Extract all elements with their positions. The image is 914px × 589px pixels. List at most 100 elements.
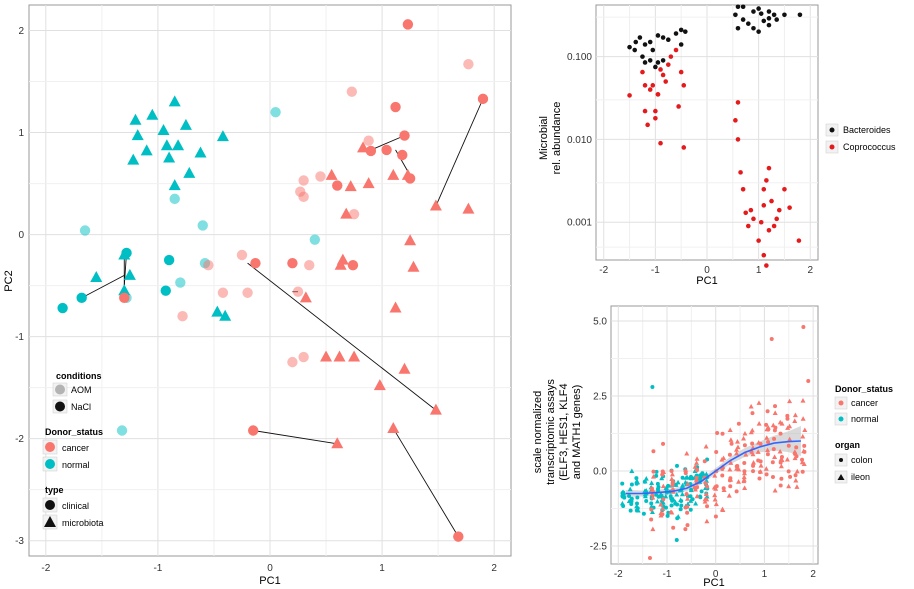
transcriptomic-y-tick: 5.0 — [593, 317, 607, 328]
transcriptomic-x-tick: -1 — [663, 569, 672, 580]
pca-point-clinical — [217, 287, 229, 298]
transcriptomic-point-ileon — [650, 494, 656, 500]
abundance-point-coprococcus — [673, 47, 679, 53]
pca-x-tick: 0 — [267, 563, 273, 574]
transcriptomic-point-colon — [742, 443, 747, 448]
pca-point-clinical — [121, 247, 132, 259]
abundance-point-bacteroides — [653, 64, 658, 70]
transcriptomic-point-outlier — [647, 556, 652, 560]
legend-coprococcus-label: Coprococcus — [843, 142, 896, 152]
transcriptomic-point-colon — [764, 422, 769, 427]
transcriptomic-point-colon — [736, 421, 741, 426]
transcriptomic-point-colon — [663, 505, 668, 510]
transcriptomic-point-colon — [698, 495, 703, 500]
transcriptomic-point-colon — [669, 468, 674, 473]
legend2-donor-title: Donor_status — [835, 384, 893, 394]
transcriptomic-point-colon — [671, 525, 676, 530]
transcriptomic-point-ileon — [793, 477, 799, 483]
transcriptomic-point-colon — [758, 459, 763, 464]
transcriptomic-point-ileon — [741, 477, 747, 482]
abundance-point-coprococcus — [645, 122, 650, 128]
transcriptomic-point-colon — [685, 523, 690, 528]
transcriptomic-point-ileon — [712, 492, 718, 498]
transcriptomic-point-colon — [660, 472, 665, 477]
pca-y-tick: 2 — [18, 26, 24, 37]
legend-donor-title: Donor_status — [45, 427, 103, 437]
abundance-point-bacteroides — [642, 60, 648, 65]
pca-point-clinical — [363, 135, 374, 146]
transcriptomic-point-ileon — [674, 491, 680, 497]
pca-point-microbiota — [123, 268, 136, 280]
abundance-point-coprococcus — [787, 205, 792, 210]
pca-point-clinical — [175, 277, 186, 288]
abundance-point-coprococcus — [681, 83, 687, 88]
pca-tick-labels: -2 -1 0 1 2 -3 -2 -1 0 1 2 — [15, 26, 497, 574]
pca-legend: conditions AOM NaCl Donor_status cancer … — [42, 371, 104, 530]
pca-point-microbiota — [333, 350, 346, 362]
abundance-point-bacteroides — [655, 60, 661, 65]
transcriptomic-point-colon — [685, 510, 690, 515]
abundance-point-coprococcus — [681, 145, 687, 150]
transcriptomic-point-ileon — [703, 443, 709, 449]
pca-point-clinical — [298, 191, 309, 203]
pca-point-clinical — [236, 249, 248, 261]
transcriptomic-point-ileon — [728, 476, 734, 482]
transcriptomic-point-colon — [635, 495, 640, 500]
pca-point-microbiota — [168, 179, 181, 191]
transcriptomic-point-ileon — [704, 518, 710, 524]
legend2-normal-label: normal — [851, 414, 879, 424]
transcriptomic-point-ileon — [772, 410, 778, 415]
pca-point-microbiota — [407, 260, 420, 272]
abundance-point-bacteroides — [665, 37, 671, 43]
abundance-point-coprococcus — [653, 115, 658, 121]
pca-point-clinical — [160, 285, 171, 296]
abundance-point-bacteroides — [655, 33, 661, 38]
legend2-cancer-label: cancer — [851, 398, 878, 408]
transcriptomic-point-ileon — [719, 457, 725, 462]
abundance-point-coprococcus — [776, 207, 782, 213]
transcriptomic-point-ileon — [778, 463, 784, 469]
transcriptomic-point-ileon — [688, 498, 694, 503]
pca-point-microbiota — [157, 124, 170, 136]
transcriptomic-point-ileon — [672, 499, 678, 505]
transcriptomic-point-ileon — [663, 493, 669, 499]
transcriptomic-point-ileon — [794, 484, 800, 489]
transcriptomic-point-ileon — [800, 397, 806, 403]
transcriptomic-point-colon — [772, 436, 777, 441]
transcriptomic-point-ileon — [777, 448, 783, 454]
transcriptomic-point-ileon — [742, 430, 748, 436]
transcriptomic-point-ileon — [800, 416, 806, 421]
transcriptomic-point-colon — [661, 441, 666, 446]
abundance-point-coprococcus — [751, 216, 756, 222]
transcriptomic-point-colon — [720, 431, 725, 436]
abundance-x-axis-title: PC1 — [696, 275, 717, 287]
legend-cancer-key — [45, 442, 55, 452]
abundance-point-coprococcus — [665, 62, 671, 67]
transcriptomic-point-ileon — [619, 500, 625, 506]
transcriptomic-point-ileon — [650, 487, 656, 493]
transcriptomic-point-ileon — [663, 485, 669, 490]
transcriptomic-point-ileon — [694, 456, 700, 461]
legend-clinical-key — [45, 500, 55, 510]
abundance-x-tick: -2 — [599, 265, 608, 276]
transcriptomic-point-ileon — [779, 421, 785, 426]
transcriptomic-point-ileon — [792, 412, 798, 418]
pca-point-microbiota — [90, 270, 103, 282]
transcriptomic-y-axis-title-line1: scale normalized — [532, 391, 544, 474]
pca-x-tick: -2 — [41, 563, 50, 574]
abundance-x-tick: 0 — [704, 265, 710, 276]
transcriptomic-point-colon — [778, 460, 783, 465]
abundance-point-bacteroides — [650, 47, 656, 53]
pca-point-clinical — [347, 259, 359, 271]
transcriptomic-point-colon — [683, 527, 688, 532]
transcriptomic-point-ileon — [713, 501, 719, 507]
transcriptomic-y-tick: -2.5 — [590, 542, 608, 553]
pca-point-clinical — [463, 58, 474, 70]
abundance-point-bacteroides — [766, 9, 772, 14]
pca-point-microbiota — [404, 234, 417, 246]
transcriptomic-point-colon — [720, 473, 725, 478]
pca-point-microbiota — [389, 301, 402, 313]
pca-y-tick: 1 — [18, 128, 24, 139]
transcriptomic-point-ileon — [741, 474, 747, 480]
